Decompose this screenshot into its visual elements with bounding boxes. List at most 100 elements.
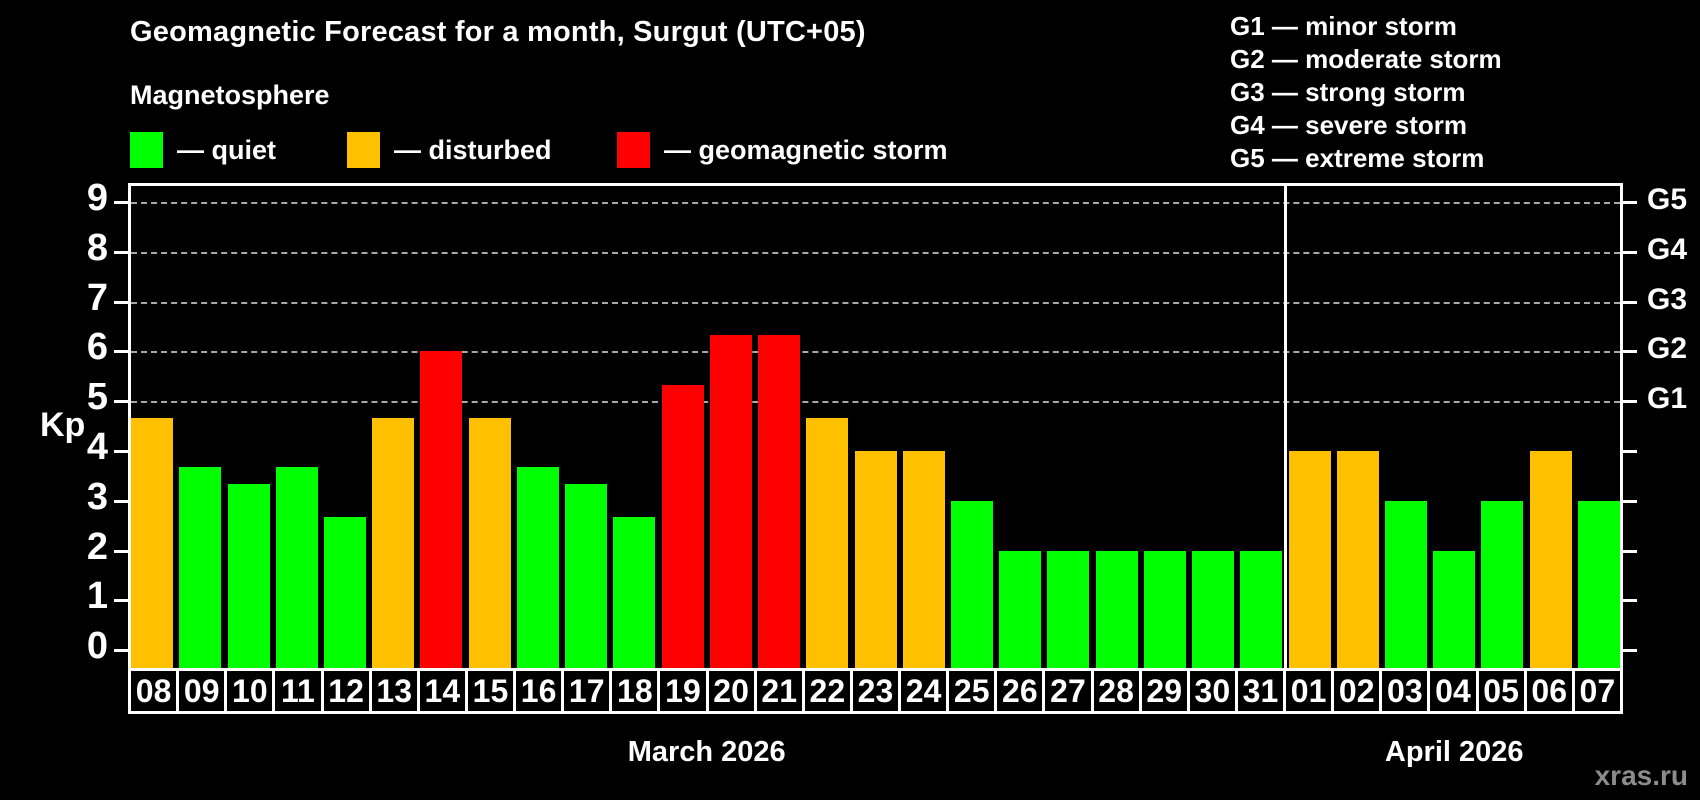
y-tick-label-8: 8 [86,226,108,269]
day-label-02: 02 [1331,671,1379,711]
bar-day-10 [227,484,270,668]
gridline-kp-8 [131,251,1620,254]
bar-day-30 [1192,550,1235,668]
bar-day-15 [468,417,511,668]
disturbed-color-swatch [347,132,380,168]
right-tick-kp-1 [1623,599,1637,603]
left-tick-kp-7 [114,300,128,304]
right-tick-kp-4 [1623,449,1637,453]
bar-day-23 [854,450,897,668]
storm-color-swatch [617,132,650,168]
legend-item-disturbed: — disturbed [347,131,552,169]
bar-day-11 [275,467,318,668]
day-label-10: 10 [224,671,272,711]
day-label-09: 09 [176,671,224,711]
gridline-kp-6 [131,351,1620,354]
day-label-23: 23 [849,671,898,711]
bar-day-31 [1240,550,1283,668]
legend-label-storm: — geomagnetic storm [664,134,948,165]
day-label-14: 14 [416,671,465,711]
day-label-13: 13 [368,671,417,711]
y-tick-label-4: 4 [86,425,108,468]
bar-day-09 [179,467,222,668]
day-label-24: 24 [898,671,946,711]
bar-day-17 [565,484,608,668]
day-label-row: 08 09 10 11 12 13 14 15 16 17 18 19 20 21 22 23 24 25 26 27… [128,668,1623,714]
bar-day-14 [420,351,463,668]
bar-day-21 [758,334,801,668]
day-label-19: 19 [657,671,705,711]
day-label-17: 17 [561,671,609,711]
right-tick-kp-2 [1623,549,1637,553]
legend-item-storm: — geomagnetic storm [617,131,948,169]
day-label-18: 18 [609,671,657,711]
y-tick-label-3: 3 [86,475,108,518]
bar-day-08 [131,417,174,668]
month-divider-line [1284,186,1288,668]
left-tick-kp-3 [114,499,128,503]
g-legend-line-g2: G2 — moderate storm [1230,44,1502,74]
right-tick-kp-7 [1623,300,1637,304]
legend-label-quiet: — quiet [177,134,276,165]
bar-day-13 [372,417,415,668]
g-tick-label-g5: G5 [1647,182,1688,216]
day-label-06: 06 [1523,671,1572,711]
bar-day-26 [999,550,1042,668]
bar-day-20 [709,334,752,668]
gridline-kp-9 [131,201,1620,204]
bar-day-28 [1095,550,1138,668]
day-label-25: 25 [946,671,994,711]
day-label-31: 31 [1234,671,1283,711]
g-legend-line-g5: G5 — extreme storm [1230,143,1485,173]
left-tick-kp-4 [114,449,128,453]
day-label-22: 22 [801,671,850,711]
y-tick-label-6: 6 [86,326,108,369]
bar-day-27 [1047,550,1090,668]
day-label-27: 27 [1042,671,1090,711]
left-tick-kp-8 [114,250,128,254]
magnetosphere-subtitle: Magnetosphere [130,80,330,110]
bar-day-18 [613,517,656,668]
day-label-03: 03 [1379,671,1427,711]
day-label-11: 11 [272,671,320,711]
right-tick-kp-3 [1623,499,1637,503]
bar-day-03 [1384,500,1427,668]
day-label-07: 07 [1571,671,1620,711]
day-label-26: 26 [994,671,1042,711]
bar-day-22 [806,417,849,668]
day-label-12: 12 [320,671,369,711]
g-tick-label-g3: G3 [1647,282,1688,316]
left-tick-kp-0 [114,649,128,653]
right-tick-kp-9 [1623,200,1637,204]
bar-day-25 [950,500,993,668]
day-label-01: 01 [1283,671,1331,711]
legend-label-disturbed: — disturbed [394,134,552,165]
g-legend-line-g3: G3 — strong storm [1230,77,1466,107]
right-tick-kp-6 [1623,350,1637,354]
left-tick-kp-5 [114,400,128,404]
day-label-04: 04 [1427,671,1475,711]
bar-day-01 [1288,450,1331,668]
y-tick-label-5: 5 [86,376,108,419]
day-label-15: 15 [464,671,513,711]
g-legend-line-g4: G4 — severe storm [1230,110,1468,140]
bar-day-24 [902,450,945,668]
y-tick-label-2: 2 [86,525,108,568]
bar-day-29 [1143,550,1186,668]
day-label-16: 16 [513,671,561,711]
plot-area [128,183,1623,668]
day-label-21: 21 [753,671,802,711]
y-tick-label-1: 1 [86,575,108,618]
month-caption-march: March 2026 [627,736,786,768]
g-legend-line-g1: G1 — minor storm [1230,11,1457,41]
page-title: Geomagnetic Forecast for a month, Surgut… [130,16,866,48]
day-label-29: 29 [1138,671,1187,711]
bar-day-19 [661,384,704,668]
left-tick-kp-9 [114,200,128,204]
bar-day-06 [1529,450,1572,668]
bar-day-02 [1336,450,1379,668]
bar-day-05 [1481,500,1524,668]
bar-day-07 [1577,500,1620,668]
left-tick-kp-2 [114,549,128,553]
